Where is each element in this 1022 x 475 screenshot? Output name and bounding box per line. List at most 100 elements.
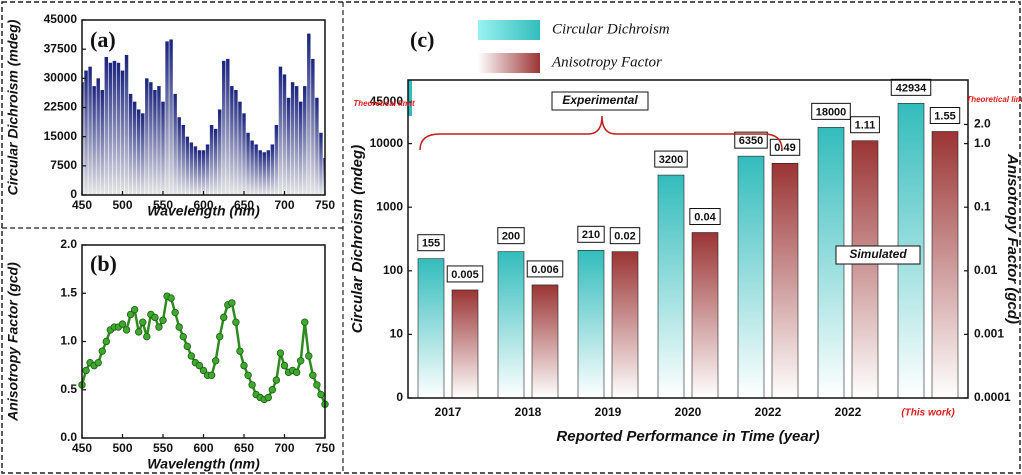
y-tick-label: 0 <box>70 187 77 201</box>
y-tick-label: 1.0 <box>974 136 991 150</box>
bar <box>290 82 295 195</box>
x-axis-title: Wavelength (nm) <box>147 203 260 219</box>
x-tick-label: 2018 <box>515 405 542 419</box>
value-label: 3200 <box>659 154 683 166</box>
plot-frame <box>81 244 326 439</box>
bar <box>177 117 181 195</box>
data-point <box>276 349 285 357</box>
y-tick-label: 45000 <box>44 12 78 26</box>
bar <box>851 140 879 399</box>
y-tick-label: 2.0 <box>60 237 77 251</box>
bar <box>238 101 242 195</box>
y-tick-label: 45000 <box>370 94 404 108</box>
data-point <box>240 361 248 370</box>
data-point <box>159 316 167 324</box>
limit-strip <box>408 80 412 116</box>
data-point <box>228 299 236 307</box>
bar <box>311 58 315 196</box>
plot-frame <box>407 79 969 399</box>
y-tick-label: 1000 <box>376 199 403 213</box>
bar <box>193 146 198 195</box>
x-tick-label: 2017 <box>435 405 462 419</box>
bar <box>149 82 153 195</box>
x-tick-label: 2022 <box>755 405 782 419</box>
y-tick-label: 15000 <box>44 129 78 143</box>
theoretical-limit-note: Theoretical limit <box>353 99 415 108</box>
value-label-box <box>734 131 768 149</box>
bar <box>145 78 149 195</box>
x-tick-label: 650 <box>234 198 254 212</box>
bar <box>417 258 445 399</box>
x-tick-label: 650 <box>234 441 254 455</box>
annotation-box <box>835 245 921 265</box>
value-label-box <box>929 106 961 124</box>
value-label: 200 <box>502 231 520 243</box>
data-point <box>264 393 272 402</box>
y-tick-label: 0.01 <box>974 263 998 277</box>
data-point <box>195 361 204 370</box>
bar <box>737 155 765 399</box>
data-point <box>207 371 216 379</box>
value-label-box <box>577 225 605 243</box>
bar <box>323 158 325 195</box>
y-tick-label: 37500 <box>44 41 78 55</box>
bar <box>153 90 157 195</box>
x-tick-label: 2022 <box>835 405 862 419</box>
bar <box>185 136 190 195</box>
bar <box>262 152 266 195</box>
value-label-box <box>526 260 564 278</box>
bar <box>303 86 307 195</box>
x-tick-label: 500 <box>112 198 132 212</box>
data-line <box>80 294 327 405</box>
data-point <box>301 318 309 326</box>
bar <box>266 150 271 195</box>
bar <box>108 62 113 196</box>
bar <box>213 128 218 195</box>
panel-label: (c) <box>410 27 434 52</box>
x-tick-label: 750 <box>315 441 335 455</box>
data-point <box>183 342 191 351</box>
value-label: 42934 <box>896 82 927 94</box>
bar <box>84 70 88 195</box>
y-tick-label: 10 <box>390 327 404 341</box>
bar <box>104 56 109 195</box>
value-label: 0.006 <box>531 264 559 276</box>
bar <box>250 140 254 195</box>
value-label-box <box>811 102 851 120</box>
x-tick-label: 500 <box>112 441 132 455</box>
bar <box>161 101 165 195</box>
data-point <box>122 326 131 334</box>
x-tick-label: 700 <box>274 198 294 212</box>
bar <box>298 101 303 195</box>
bar <box>274 125 279 195</box>
data-point <box>248 381 256 389</box>
y-tick-label: 0.1 <box>974 199 991 213</box>
bar <box>286 97 291 195</box>
value-label: 1.55 <box>934 110 955 122</box>
data-point <box>309 371 317 379</box>
data-point <box>272 376 281 384</box>
data-point <box>187 352 196 360</box>
data-point <box>98 347 106 355</box>
data-point <box>126 310 135 319</box>
bar <box>112 60 117 196</box>
legend-swatch <box>478 53 540 73</box>
bar <box>931 131 959 399</box>
y-tick-label: 0.0 <box>60 430 77 444</box>
data-point <box>305 352 313 360</box>
data-point <box>102 337 110 346</box>
bar <box>217 109 222 195</box>
data-point <box>167 294 175 302</box>
annotation: Simulated <box>849 247 907 261</box>
x-tick-label: 450 <box>72 441 92 455</box>
bar <box>691 232 719 399</box>
bar <box>771 163 799 399</box>
bar <box>120 70 125 195</box>
x-tick-label: 600 <box>193 441 213 455</box>
bar <box>205 144 210 195</box>
bar <box>270 144 275 195</box>
y2-axis-title: Anisotropy Factor (gcd) <box>1004 153 1021 324</box>
bar <box>209 125 214 195</box>
data-point <box>139 318 147 326</box>
theoretical-limit-note: Theoretical limit <box>966 95 1022 104</box>
